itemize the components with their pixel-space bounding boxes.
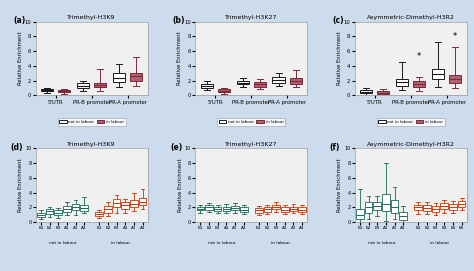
Text: (b): (b) — [173, 16, 185, 25]
PathPatch shape — [290, 78, 302, 84]
PathPatch shape — [290, 207, 297, 211]
Title: Trimethyl-H3K27: Trimethyl-H3K27 — [225, 15, 277, 20]
PathPatch shape — [77, 83, 90, 88]
PathPatch shape — [413, 81, 426, 87]
Legend: not in labour, in labour: not in labour, in labour — [217, 118, 285, 126]
PathPatch shape — [218, 89, 230, 92]
PathPatch shape — [273, 77, 285, 83]
PathPatch shape — [201, 84, 213, 88]
Y-axis label: Relative Enrichment: Relative Enrichment — [18, 159, 23, 212]
PathPatch shape — [360, 90, 373, 93]
Title: Asymmetric-Dimethyl-H3R2: Asymmetric-Dimethyl-H3R2 — [367, 15, 455, 20]
Title: Trimethyl-H3K9: Trimethyl-H3K9 — [67, 142, 116, 147]
Legend: not in labour, in labour: not in labour, in labour — [57, 118, 126, 126]
PathPatch shape — [374, 202, 381, 210]
Text: not in labour: not in labour — [49, 241, 76, 245]
Text: in labour: in labour — [271, 241, 290, 245]
PathPatch shape — [432, 206, 439, 212]
PathPatch shape — [130, 73, 142, 81]
Title: Trimethyl-H3K27: Trimethyl-H3K27 — [225, 142, 277, 147]
Text: (e): (e) — [170, 143, 182, 151]
Y-axis label: Relative Enrichment: Relative Enrichment — [178, 159, 182, 212]
PathPatch shape — [377, 91, 390, 94]
PathPatch shape — [382, 194, 390, 211]
Text: *: * — [453, 32, 457, 41]
PathPatch shape — [298, 208, 306, 212]
PathPatch shape — [113, 199, 120, 208]
PathPatch shape — [94, 82, 107, 87]
PathPatch shape — [197, 207, 204, 210]
PathPatch shape — [449, 204, 457, 210]
Text: (c): (c) — [332, 16, 344, 25]
PathPatch shape — [104, 206, 112, 213]
PathPatch shape — [231, 206, 239, 210]
PathPatch shape — [449, 75, 461, 83]
PathPatch shape — [264, 208, 271, 212]
PathPatch shape — [396, 79, 409, 86]
Y-axis label: Relative Enrichment: Relative Enrichment — [18, 32, 23, 85]
PathPatch shape — [281, 208, 289, 212]
PathPatch shape — [113, 73, 125, 82]
Legend: not in labour, in labour: not in labour, in labour — [376, 118, 445, 126]
PathPatch shape — [205, 205, 213, 210]
Title: Asymmetric-Dimethyl-H3R2: Asymmetric-Dimethyl-H3R2 — [367, 142, 455, 147]
PathPatch shape — [365, 202, 373, 213]
Y-axis label: Relative Enrichment: Relative Enrichment — [337, 32, 342, 85]
PathPatch shape — [63, 206, 71, 212]
PathPatch shape — [272, 205, 280, 209]
Y-axis label: Relative Enrichment: Relative Enrichment — [177, 32, 182, 85]
PathPatch shape — [391, 200, 398, 213]
PathPatch shape — [46, 209, 53, 214]
Text: (f): (f) — [330, 143, 340, 151]
Y-axis label: Relative Enrichment: Relative Enrichment — [337, 159, 342, 212]
PathPatch shape — [414, 205, 422, 210]
PathPatch shape — [37, 213, 45, 217]
PathPatch shape — [130, 200, 138, 208]
Text: not in labour: not in labour — [208, 241, 236, 245]
PathPatch shape — [214, 207, 221, 211]
PathPatch shape — [255, 208, 263, 213]
PathPatch shape — [121, 202, 129, 209]
PathPatch shape — [139, 198, 146, 205]
PathPatch shape — [81, 205, 88, 211]
PathPatch shape — [55, 210, 62, 215]
PathPatch shape — [223, 207, 230, 211]
PathPatch shape — [440, 203, 448, 209]
PathPatch shape — [400, 212, 407, 220]
Text: not in labour: not in labour — [368, 241, 395, 245]
Text: in labour: in labour — [430, 241, 449, 245]
PathPatch shape — [41, 89, 54, 91]
Title: Trimethyl-H3K9: Trimethyl-H3K9 — [67, 15, 116, 20]
PathPatch shape — [95, 212, 103, 216]
PathPatch shape — [423, 205, 431, 211]
Text: (d): (d) — [11, 143, 23, 151]
PathPatch shape — [356, 209, 364, 219]
Text: (a): (a) — [13, 16, 25, 25]
PathPatch shape — [432, 69, 444, 79]
PathPatch shape — [237, 81, 249, 84]
PathPatch shape — [72, 204, 79, 210]
PathPatch shape — [240, 208, 247, 212]
PathPatch shape — [254, 82, 266, 86]
PathPatch shape — [58, 90, 71, 92]
PathPatch shape — [458, 201, 465, 207]
Text: *: * — [417, 52, 421, 61]
Text: in labour: in labour — [111, 241, 130, 245]
